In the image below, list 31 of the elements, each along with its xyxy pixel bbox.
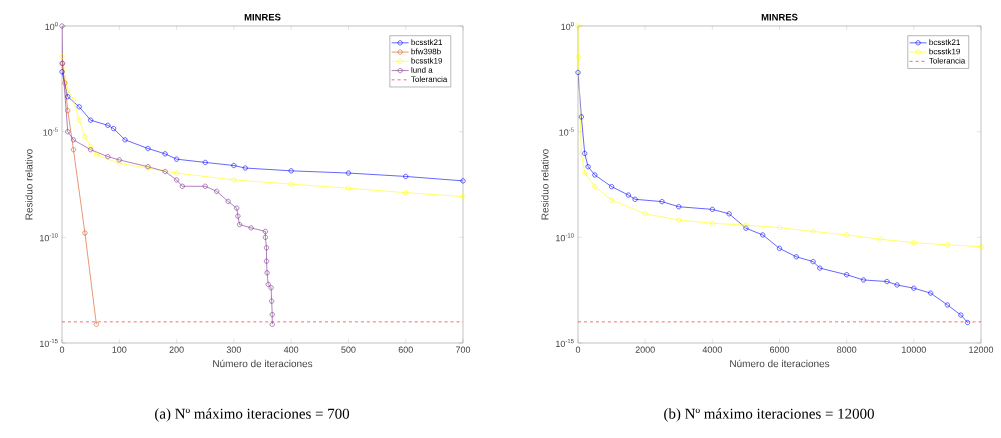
x-tick-label: 600: [398, 346, 413, 353]
y-axis-title: Residuo relativo: [541, 149, 549, 220]
chart-title: MINRES: [761, 13, 798, 21]
y-tick-label: 10$^{0}$: [45, 21, 58, 31]
chart-title: MINRES: [244, 13, 281, 21]
x-tick-label: 8000: [837, 346, 857, 353]
y-tick-label: 10$^{-15}$: [40, 338, 58, 347]
x-tick-label: 12000: [969, 346, 994, 353]
y-tick-label: 10$^{-5}$: [43, 127, 58, 136]
x-tick-label: 500: [341, 346, 356, 353]
x-tick-label: 0: [59, 346, 65, 353]
y-tick-label: 10$^{-5}$: [559, 127, 574, 136]
x-tick-label: 300: [226, 346, 241, 353]
x-tick-label: 100: [112, 346, 127, 353]
x-tick-label: 0: [575, 346, 581, 353]
text: (b) Nº máximo iteraciones = 12000: [664, 408, 874, 422]
x-tick-label: 4000: [702, 346, 722, 353]
y-tick-label: 10$^{-15}$: [556, 338, 574, 347]
text: (a) Nº máximo iteraciones = 700: [155, 408, 350, 422]
x-tick-label: 2000: [635, 346, 655, 353]
y-axis-title: Residuo relativo: [25, 149, 33, 220]
y-tick-label: 10$^{-10}$: [556, 233, 574, 242]
x-axis-title: Número de iteraciones: [730, 359, 830, 368]
x-tick-label: 400: [283, 346, 299, 353]
x-tick-label: 200: [169, 346, 184, 353]
x-tick-label: 6000: [769, 346, 790, 353]
y-tick-label: 10$^{0}$: [561, 21, 574, 31]
x-tick-label: 10000: [902, 346, 926, 353]
y-tick-label: 10$^{-10}$: [40, 233, 58, 242]
x-axis-title: Número de iteraciones: [213, 359, 313, 368]
x-tick-label: 700: [455, 346, 471, 353]
